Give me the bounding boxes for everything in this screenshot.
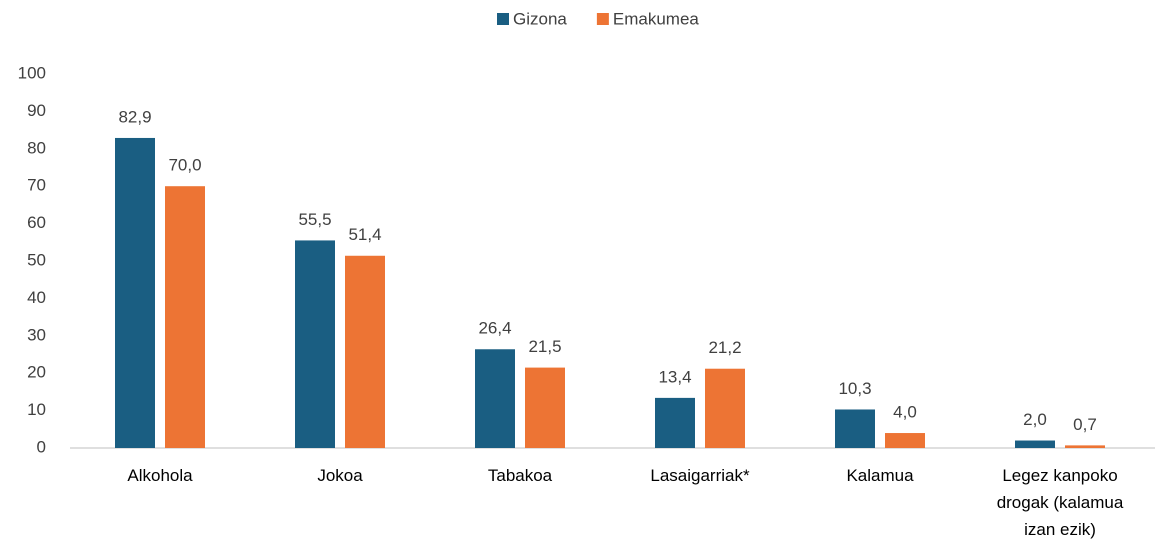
bar: [885, 433, 925, 448]
value-label: 0,7: [1073, 415, 1097, 434]
y-tick-label: 40: [27, 288, 46, 307]
value-label: 21,5: [528, 337, 561, 356]
value-label: 4,0: [893, 403, 917, 422]
bar: [115, 137, 155, 449]
bar: [1065, 445, 1105, 448]
y-tick-label: 70: [27, 176, 46, 195]
value-label: 70,0: [168, 156, 201, 175]
y-tick-label: 100: [18, 63, 46, 82]
x-tick-label: Legez kanpoko drogak (kalamua izan ezik): [996, 466, 1124, 539]
y-tick-label: 20: [27, 363, 46, 382]
y-tick-label: 80: [27, 138, 46, 157]
y-tick-label: 30: [27, 325, 46, 344]
legend-label: Emakumea: [613, 9, 700, 28]
bar: [525, 367, 565, 448]
value-label: 2,0: [1023, 410, 1047, 429]
value-label: 10,3: [838, 379, 871, 398]
value-label: 21,2: [708, 338, 741, 357]
bar: [705, 368, 745, 448]
legend-swatch: [596, 13, 609, 25]
value-label: 55,5: [298, 210, 331, 229]
bar: [1015, 440, 1055, 448]
value-label: 82,9: [118, 107, 151, 126]
bar: [165, 186, 205, 448]
y-tick-label: 0: [37, 437, 46, 456]
y-tick-label: 90: [27, 101, 46, 120]
x-tick-label: Lasaigarriak*: [650, 466, 750, 485]
bar: [295, 240, 335, 448]
value-label: 13,4: [658, 367, 691, 386]
x-tick-label: Tabakoa: [487, 466, 553, 485]
bar: [835, 409, 875, 448]
y-tick-label: 60: [27, 213, 46, 232]
value-label: 51,4: [348, 225, 381, 244]
value-label: 26,4: [478, 319, 511, 338]
legend-label: Gizona: [513, 9, 567, 28]
x-tick-label: Alkohola: [127, 466, 193, 485]
y-tick-label: 50: [27, 250, 46, 269]
legend-swatch: [497, 13, 509, 25]
y-tick-label: 10: [27, 400, 46, 419]
bar: [655, 397, 695, 448]
x-tick-label: Kalamua: [846, 466, 914, 485]
bar: [345, 255, 385, 448]
bar: [475, 349, 515, 448]
x-tick-label: Jokoa: [317, 466, 363, 485]
